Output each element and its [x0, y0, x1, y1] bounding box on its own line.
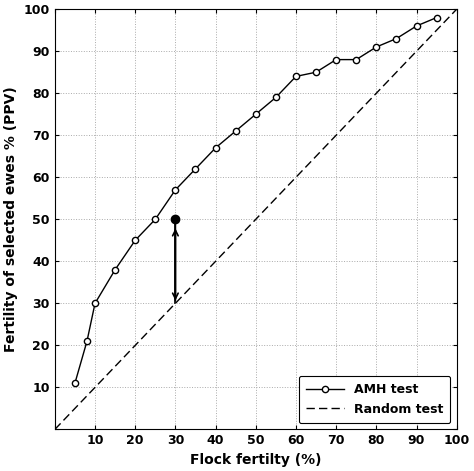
AMH test — [393, 36, 399, 41]
Y-axis label: Fertility of selected ewes % (PPV): Fertility of selected ewes % (PPV) — [4, 86, 18, 352]
AMH test — [253, 112, 259, 117]
AMH test — [213, 145, 219, 151]
AMH test — [192, 166, 198, 172]
Line: AMH test: AMH test — [72, 15, 440, 386]
AMH test — [92, 300, 98, 306]
X-axis label: Flock fertilty (%): Flock fertilty (%) — [190, 453, 321, 467]
AMH test — [293, 73, 299, 79]
AMH test — [153, 217, 158, 222]
AMH test — [112, 267, 118, 273]
AMH test — [354, 57, 359, 63]
AMH test — [313, 69, 319, 75]
AMH test — [414, 23, 419, 29]
AMH test — [273, 95, 279, 100]
AMH test — [84, 338, 90, 344]
Legend: AMH test, Random test: AMH test, Random test — [299, 376, 450, 423]
AMH test — [333, 57, 339, 63]
AMH test — [434, 15, 439, 20]
AMH test — [132, 237, 138, 243]
AMH test — [374, 44, 379, 50]
AMH test — [173, 187, 178, 193]
AMH test — [233, 128, 238, 134]
AMH test — [72, 381, 78, 386]
